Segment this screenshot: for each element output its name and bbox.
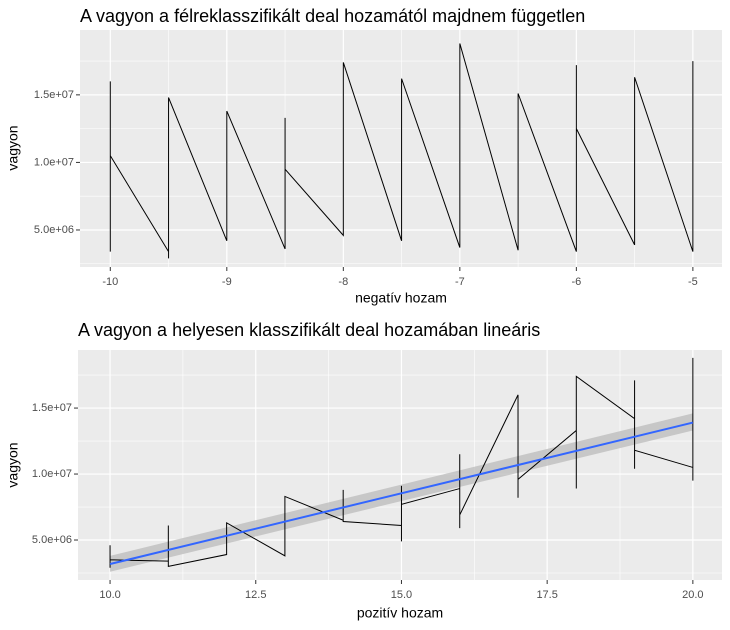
x-tick-label: 10.0 [99, 589, 120, 601]
y-axis-label: vagyon [5, 442, 21, 487]
y-tick-label: 5.0e+06 [32, 534, 72, 546]
x-axis-label: pozitív hozam [357, 605, 443, 621]
y-tick-label: 1.5e+07 [34, 89, 74, 101]
y-axis-label: vagyon [5, 125, 21, 170]
x-tick-label: 17.5 [536, 589, 557, 601]
chart-title: A vagyon a félreklasszifikált deal hozam… [80, 6, 585, 26]
y-tick-label: 1.0e+07 [32, 468, 72, 480]
x-tick-label: 15.0 [391, 589, 412, 601]
x-tick-label: -6 [571, 276, 581, 288]
x-tick-label: -9 [222, 276, 232, 288]
y-tick-label: 5.0e+06 [34, 224, 74, 236]
x-tick-label: 12.5 [245, 589, 266, 601]
chart-title: A vagyon a helyesen klasszifikált deal h… [78, 320, 540, 340]
x-tick-label: 20.0 [682, 589, 703, 601]
y-tick-label: 1.5e+07 [32, 402, 72, 414]
data-line [109, 43, 694, 259]
data-line [109, 357, 694, 568]
x-tick-label: -10 [102, 276, 118, 288]
x-tick-label: -7 [455, 276, 465, 288]
x-tick-label: -5 [688, 276, 698, 288]
y-tick-label: 1.0e+07 [34, 156, 74, 168]
trend-line [109, 421, 694, 566]
panel [80, 30, 722, 267]
x-tick-label: -8 [338, 276, 348, 288]
x-axis-label: negatív hozam [355, 290, 447, 306]
